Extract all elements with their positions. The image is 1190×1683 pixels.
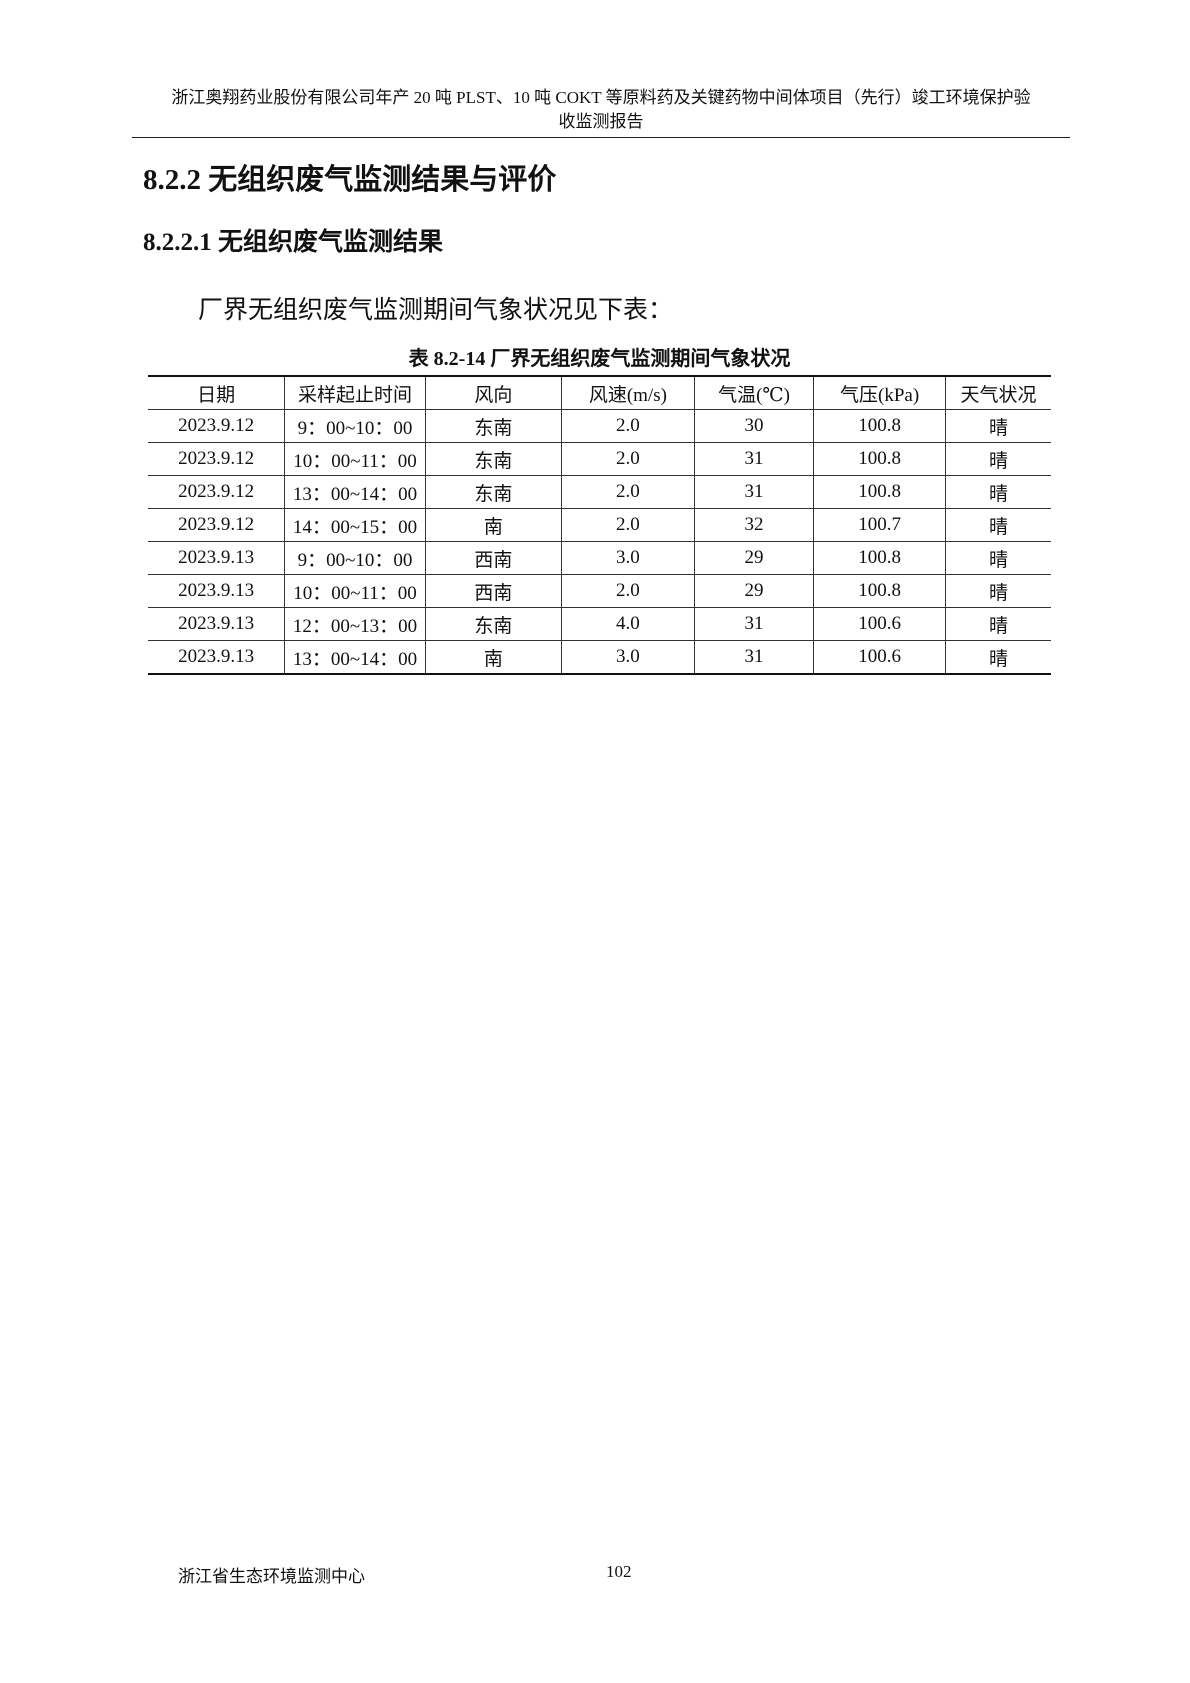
- table-cell: 14：00~15：00: [284, 508, 426, 542]
- section-title: 8.2.2 无组织废气监测结果与评价: [143, 164, 557, 196]
- column-header: 风向: [424, 376, 562, 410]
- table-cell: 12：00~13：00: [284, 607, 426, 641]
- table-cell: 31: [693, 640, 814, 675]
- table-cell: 2023.9.13: [148, 541, 285, 575]
- table-cell: 东南: [424, 475, 562, 509]
- table-cell: 2023.9.12: [148, 409, 285, 443]
- table-cell: 晴: [944, 409, 1051, 443]
- table-cell: 晴: [944, 475, 1051, 509]
- header-line-2: 收监测报告: [558, 112, 644, 131]
- table-cell: 3.0: [561, 541, 695, 575]
- table-cell: 晴: [944, 442, 1051, 476]
- table-cell: 29: [693, 541, 814, 575]
- subsection-title: 8.2.2.1 无组织废气监测结果: [143, 229, 444, 256]
- paragraph: 厂界无组织废气监测期间气象状况见下表：: [198, 297, 674, 324]
- table-cell: 西南: [424, 574, 562, 608]
- table-caption: 表 8.2-14 厂界无组织废气监测期间气象状况: [408, 348, 791, 370]
- table-cell: 东南: [424, 409, 562, 443]
- table-cell: 2.0: [561, 475, 695, 509]
- footer-org: 浙江省生态环境监测中心: [178, 1567, 365, 1586]
- table-cell: 晴: [944, 640, 1051, 675]
- table-cell: 2023.9.13: [148, 574, 285, 608]
- header-line-1: 浙江奥翔药业股份有限公司年产 20 吨 PLST、10 吨 COKT 等原料药及…: [171, 88, 1031, 107]
- table-row: 2023.9.12 13：00~14：00 东南 2.0 31 100.8 晴: [148, 475, 1051, 509]
- table-cell: 13：00~14：00: [284, 475, 426, 509]
- table-cell: 晴: [944, 607, 1051, 641]
- table-cell: 100.8: [813, 475, 946, 509]
- column-header: 风速(m/s): [561, 376, 695, 410]
- table-cell: 2.0: [561, 574, 695, 608]
- weather-table: 日期 采样起止时间 风向 风速(m/s) 气温(℃) 气压(kPa) 天气状况 2023.9…: [148, 375, 1051, 675]
- table-cell: 2023.9.12: [148, 442, 285, 476]
- table-cell: 100.8: [813, 574, 946, 608]
- table-cell: 31: [693, 607, 814, 641]
- table-cell: 南: [424, 640, 562, 675]
- column-header: 气温(℃): [693, 376, 814, 410]
- table-header-row: 日期 采样起止时间 风向 风速(m/s) 气温(℃) 气压(kPa) 天气状况: [148, 376, 1051, 410]
- table-row: 2023.9.12 9：00~10：00 东南 2.0 30 100.8 晴: [148, 409, 1051, 443]
- table-cell: 31: [693, 442, 814, 476]
- table-cell: 9：00~10：00: [284, 541, 426, 575]
- table-cell: 30: [693, 409, 814, 443]
- table-cell: 东南: [424, 442, 562, 476]
- table-cell: 2023.9.12: [148, 508, 285, 542]
- table-cell: 晴: [944, 574, 1051, 608]
- header-divider: [132, 137, 1070, 138]
- table-cell: 100.6: [813, 607, 946, 641]
- table-row: 2023.9.12 14：00~15：00 南 2.0 32 100.7 晴: [148, 508, 1051, 542]
- table-cell: 100.8: [813, 409, 946, 443]
- column-header: 采样起止时间: [284, 376, 426, 410]
- table-cell: 3.0: [561, 640, 695, 675]
- table-row: 2023.9.12 10：00~11：00 东南 2.0 31 100.8 晴: [148, 442, 1051, 476]
- column-header: 气压(kPa): [813, 376, 946, 410]
- table-cell: 10：00~11：00: [284, 442, 426, 476]
- column-header: 日期: [148, 376, 285, 410]
- table-cell: 2.0: [561, 409, 695, 443]
- table-cell: 29: [693, 574, 814, 608]
- table-cell: 4.0: [561, 607, 695, 641]
- table-cell: 32: [693, 508, 814, 542]
- table-cell: 100.6: [813, 640, 946, 675]
- table-cell: 31: [693, 475, 814, 509]
- table-cell: 100.7: [813, 508, 946, 542]
- table-cell: 100.8: [813, 541, 946, 575]
- page-number: 102: [606, 1562, 632, 1581]
- table-cell: 10：00~11：00: [284, 574, 426, 608]
- table-row: 2023.9.13 10：00~11：00 西南 2.0 29 100.8 晴: [148, 574, 1051, 608]
- column-header: 天气状况: [944, 376, 1051, 410]
- table-cell: 100.8: [813, 442, 946, 476]
- table-cell: 南: [424, 508, 562, 542]
- table-row: 2023.9.13 13：00~14：00 南 3.0 31 100.6 晴: [148, 640, 1051, 675]
- table-cell: 2023.9.13: [148, 640, 285, 675]
- table-cell: 13：00~14：00: [284, 640, 426, 675]
- table-cell: 晴: [944, 541, 1051, 575]
- table-cell: 2.0: [561, 508, 695, 542]
- table-cell: 2023.9.13: [148, 607, 285, 641]
- running-header: 浙江奥翔药业股份有限公司年产 20 吨 PLST、10 吨 COKT 等原料药及…: [132, 86, 1070, 134]
- table-cell: 2.0: [561, 442, 695, 476]
- table-cell: 9：00~10：00: [284, 409, 426, 443]
- table-row: 2023.9.13 9：00~10：00 西南 3.0 29 100.8 晴: [148, 541, 1051, 575]
- table-cell: 东南: [424, 607, 562, 641]
- table-cell: 西南: [424, 541, 562, 575]
- table-row: 2023.9.13 12：00~13：00 东南 4.0 31 100.6 晴: [148, 607, 1051, 641]
- table-cell: 2023.9.12: [148, 475, 285, 509]
- table-cell: 晴: [944, 508, 1051, 542]
